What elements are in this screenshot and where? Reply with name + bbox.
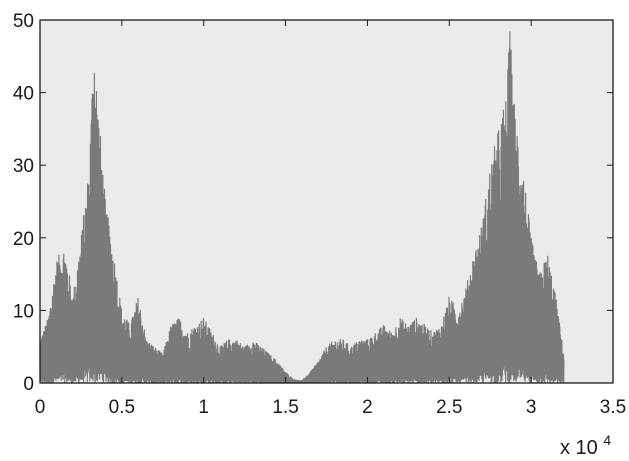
x-tick-label: 0.5 [109,397,135,418]
x-tick-label: 3 [526,397,537,418]
y-tick-label: 0 [23,374,34,395]
series-group [39,31,565,384]
x-tick-label: 2 [362,397,373,418]
x-tick-label: 2.5 [436,397,462,418]
x-tick-label: 1 [198,397,209,418]
x-tick-label: 0 [35,397,46,418]
y-tick-label: 20 [13,229,34,250]
axes-frame [39,19,614,384]
x-tick-label: 3.5 [600,397,626,418]
x-axis-multiplier: x 10 4 [560,432,611,459]
y-tick-label: 30 [13,156,34,177]
y-tick-label: 10 [13,301,34,322]
series-line [39,31,565,384]
y-tick-label: 50 [13,11,34,32]
x-tick-label: 1.5 [272,397,298,418]
y-tick-label: 40 [13,84,34,105]
axes: 0 0.5 1 1.5 2 2.5 3 3.5 0 10 20 30 40 50 [13,11,626,418]
